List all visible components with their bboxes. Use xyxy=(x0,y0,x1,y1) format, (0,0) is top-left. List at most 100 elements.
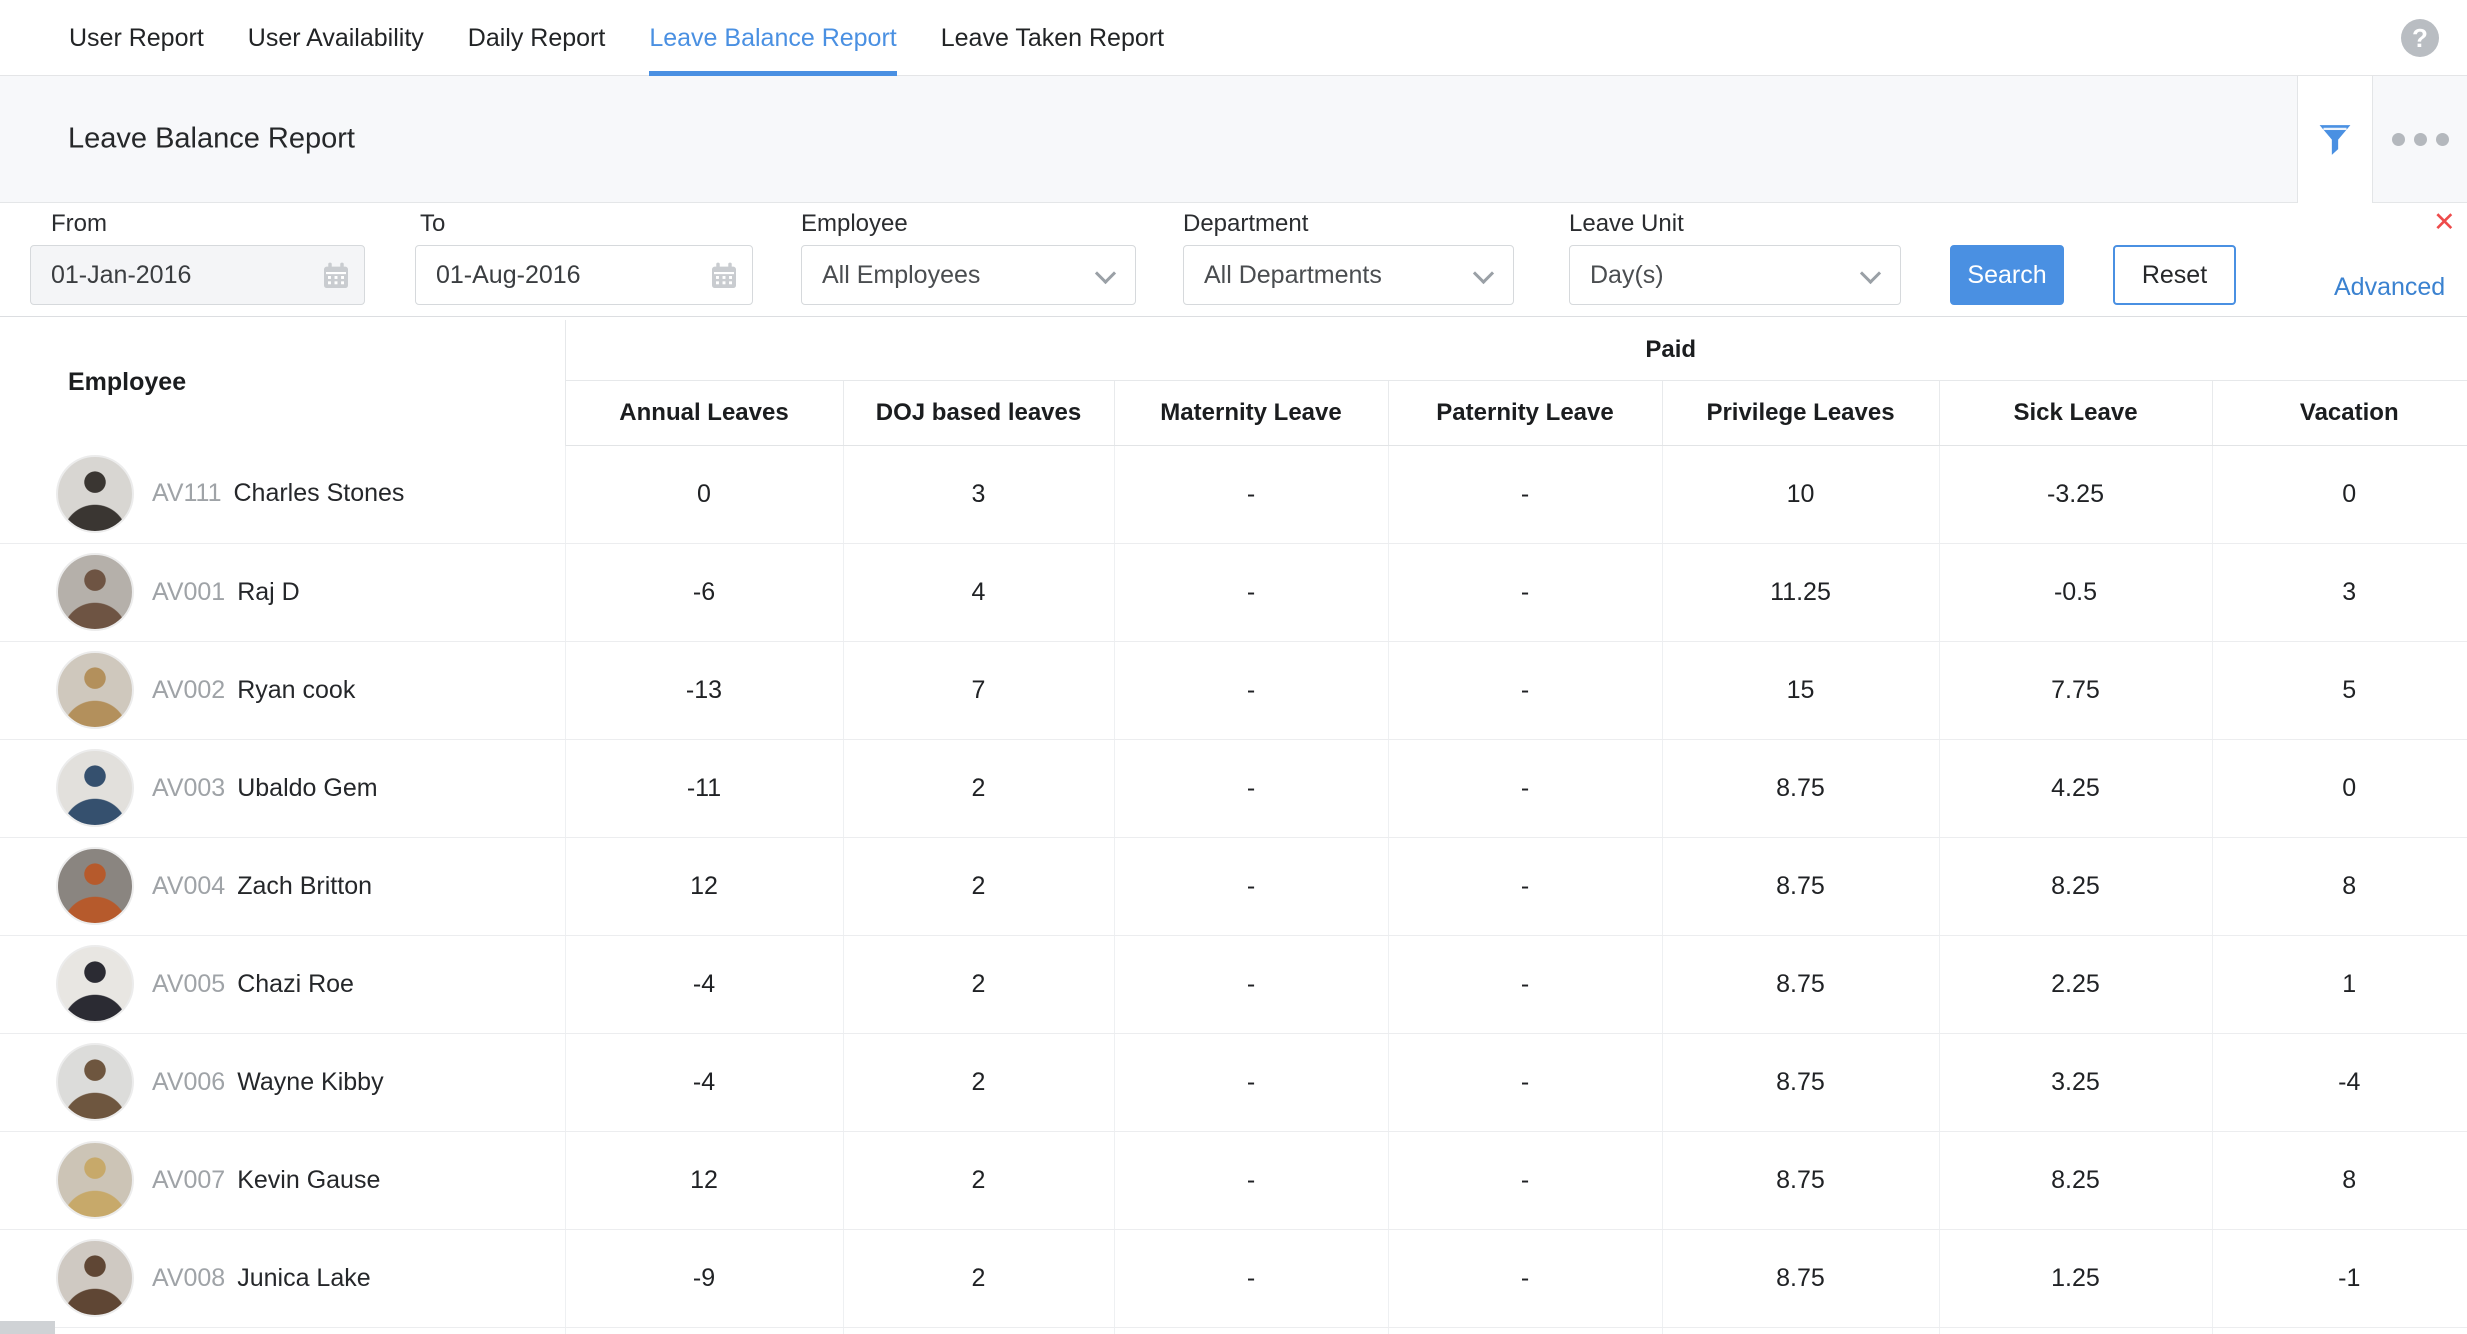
page-title: Leave Balance Report xyxy=(68,122,355,155)
tab-daily-report[interactable]: Daily Report xyxy=(467,24,606,52)
employee-id: AV007 xyxy=(152,1165,226,1194)
filter-toggle-button[interactable] xyxy=(2297,76,2373,203)
leave-value-cell: - xyxy=(1113,543,1388,642)
leave-balance-table: Employee Paid Annual Leaves DOJ based lea… xyxy=(0,320,2467,1334)
employee-name: Kevin Gause xyxy=(237,1165,381,1194)
employee-select-value: All Employees xyxy=(822,261,981,289)
chevron-down-icon xyxy=(1472,262,1495,285)
table-row: AV005 Chazi Roe -4 2- -8.75 2.25 1 xyxy=(0,935,2467,1034)
table-row: AV111 Charles Stones 0 3- -10 -3.25 0 xyxy=(0,445,2467,544)
leave-unit-select[interactable]: Day(s) xyxy=(1569,245,1901,305)
more-options-button[interactable] xyxy=(2373,76,2467,203)
employee-cell: AV111 Charles Stones xyxy=(0,445,565,544)
employee-name: Ubaldo Gem xyxy=(237,773,378,802)
employee-select[interactable]: All Employees xyxy=(801,245,1136,305)
to-label: To xyxy=(420,210,446,237)
leave-value-cell: - xyxy=(1387,445,1662,544)
avatar xyxy=(56,945,134,1023)
leave-value-cell: 8.75 xyxy=(1661,739,1939,838)
employee-id: AV006 xyxy=(152,1067,226,1096)
table-row: AV006 Wayne Kibby -4 2- -8.75 3.25 -4 xyxy=(0,1033,2467,1132)
tab-leave-balance-report[interactable]: Leave Balance Report xyxy=(649,0,898,76)
leave-value-cell: - xyxy=(1387,935,1662,1034)
avatar xyxy=(56,1043,134,1121)
leave-value-cell: 4 xyxy=(842,543,1114,642)
chevron-down-icon xyxy=(1094,262,1117,285)
table-body: AV111 Charles Stones 0 3- -10 -3.25 0 AV001 Raj … xyxy=(0,445,2467,1334)
employee-id: AV003 xyxy=(152,773,226,802)
leave-value-cell: 2.25 xyxy=(1938,935,2212,1034)
reset-button[interactable]: Reset xyxy=(2113,245,2236,305)
from-date-input[interactable]: 01-Jan-2016 xyxy=(30,245,365,305)
paid-group-header: Paid xyxy=(565,320,2467,381)
avatar xyxy=(56,553,134,631)
department-select-value: All Departments xyxy=(1204,261,1382,289)
filter-panel: From 01-Jan-2016 To 01-Aug-2016 xyxy=(0,203,2467,317)
leave-value-cell: 2 xyxy=(842,935,1114,1034)
leave-value-cell: - xyxy=(1113,1033,1388,1132)
tab-user-availability[interactable]: User Availability xyxy=(247,24,424,52)
scrollbar-corner xyxy=(0,1321,55,1334)
leave-value-cell: 11.25 xyxy=(1661,543,1939,642)
employee-id: AV004 xyxy=(152,871,226,900)
leave-value-cell: 5 xyxy=(2211,641,2467,740)
employee-cell: AV006 Wayne Kibby xyxy=(0,1033,565,1132)
question-mark-icon: ? xyxy=(2412,23,2428,53)
report-table-area: Employee Paid Annual Leaves DOJ based lea… xyxy=(0,320,2467,1334)
leave-value-cell: 2 xyxy=(842,837,1114,936)
close-filters-button[interactable]: ✕ xyxy=(2433,207,2456,237)
employee-name: Charles Stones xyxy=(233,479,405,508)
title-bar: Leave Balance Report xyxy=(0,76,2467,203)
department-select[interactable]: All Departments xyxy=(1183,245,1514,305)
leave-value-cell: 2 xyxy=(842,739,1114,838)
leave-unit-filter-group: Leave Unit xyxy=(1569,203,1684,238)
leave-value-cell: - xyxy=(1387,1033,1662,1132)
leave-value-cell: 7.75 xyxy=(1938,641,2212,740)
leave-value-cell: 0 xyxy=(2211,739,2467,838)
employee-cell: AV004 Zach Britton xyxy=(0,837,565,936)
leave-value-cell: 3 xyxy=(842,445,1114,544)
leave-value-cell: - xyxy=(1387,1131,1662,1230)
avatar xyxy=(56,847,134,925)
table-row: AV007 Kevin Gause 12 2- -8.75 8.25 8 xyxy=(0,1131,2467,1230)
avatar xyxy=(56,454,134,533)
leave-value-cell: -9 xyxy=(564,1229,843,1328)
leave-value-cell: 1.25 xyxy=(1938,1229,2212,1328)
advanced-link[interactable]: Advanced xyxy=(2334,273,2446,301)
leave-value-cell: - xyxy=(1113,935,1388,1034)
ellipsis-icon xyxy=(2391,133,2405,146)
employee-cell: AV001 Raj D xyxy=(0,543,565,642)
column-header-doj-based-leaves: DOJ based leaves xyxy=(842,380,1114,446)
leave-value-cell: -6 xyxy=(564,543,843,642)
leave-value-cell: 1 xyxy=(2211,935,2467,1034)
leave-value-cell: 8 xyxy=(2211,837,2467,936)
employee-cell: AV003 Ubaldo Gem xyxy=(0,739,565,838)
leave-unit-label: Leave Unit xyxy=(1569,210,1684,237)
calendar-icon[interactable] xyxy=(320,260,352,292)
leave-value-cell: 8.75 xyxy=(1661,1131,1939,1230)
table-row-partial xyxy=(0,1327,2467,1334)
leave-value-cell: -1 xyxy=(2211,1229,2467,1328)
leave-value-cell: 7 xyxy=(842,641,1114,740)
table-row: AV003 Ubaldo Gem -11 2- -8.75 4.25 0 xyxy=(0,739,2467,838)
calendar-icon[interactable] xyxy=(708,260,740,292)
leave-value-cell: -4 xyxy=(564,935,843,1034)
employee-id: AV008 xyxy=(152,1263,226,1292)
tab-user-report[interactable]: User Report xyxy=(69,24,204,52)
search-button[interactable]: Search xyxy=(1950,245,2064,305)
employee-name: Wayne Kibby xyxy=(237,1067,384,1096)
employee-id: AV005 xyxy=(152,969,226,998)
to-date-input[interactable]: 01-Aug-2016 xyxy=(415,245,753,305)
leave-value-cell: 8.25 xyxy=(1938,1131,2212,1230)
leave-value-cell: - xyxy=(1113,445,1388,544)
employee-id: AV002 xyxy=(152,675,226,704)
help-button[interactable]: ? xyxy=(2401,19,2439,57)
leave-value-cell: - xyxy=(1387,641,1662,740)
employee-name: Junica Lake xyxy=(237,1263,371,1292)
tab-leave-taken-report[interactable]: Leave Taken Report xyxy=(940,24,1165,52)
leave-value-cell: - xyxy=(1387,739,1662,838)
leave-value-cell: - xyxy=(1113,739,1388,838)
leave-value-cell: 8.25 xyxy=(1938,837,2212,936)
department-label: Department xyxy=(1183,210,1309,237)
